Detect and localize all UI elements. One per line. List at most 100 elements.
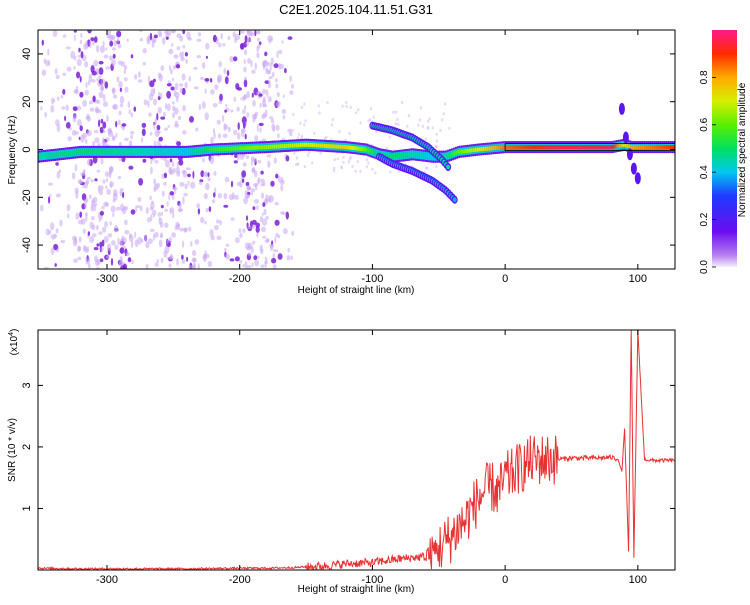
noise-speckle <box>113 224 119 233</box>
noise-speckle <box>239 259 243 264</box>
ridge-core <box>626 143 630 148</box>
ridge-core <box>359 146 363 151</box>
noise-speckle <box>48 59 51 67</box>
noise-speckle <box>119 103 124 108</box>
ridge-core <box>363 147 367 152</box>
noise-speckle <box>254 62 257 70</box>
ridge-core <box>269 144 273 149</box>
noise-speckle <box>201 101 206 109</box>
noise-speckle <box>98 119 101 128</box>
noise-speckle <box>271 123 276 131</box>
noise-speckle <box>43 58 47 64</box>
noise-speckle <box>99 185 104 191</box>
ridge-core <box>64 151 68 156</box>
noise-speckle <box>300 105 304 109</box>
noise-speckle <box>111 240 116 246</box>
ridge-core <box>494 145 498 150</box>
noise-speckle <box>262 63 266 70</box>
noise-speckle <box>240 97 243 101</box>
noise-speckle <box>247 225 252 230</box>
ridge-core <box>70 150 74 155</box>
noise-speckle <box>96 224 99 231</box>
ridge-core <box>86 149 90 154</box>
ridge-core <box>285 143 289 148</box>
noise-speckle <box>84 202 87 210</box>
noise-speckle <box>242 122 246 129</box>
noise-speckle <box>284 67 287 74</box>
ridge-core <box>405 153 409 157</box>
noise-speckle <box>164 222 169 228</box>
ridge-core <box>45 153 48 158</box>
ridge-core <box>116 149 120 154</box>
noise-speckle <box>333 166 336 170</box>
noise-speckle <box>202 157 206 163</box>
noise-speckle <box>62 72 67 77</box>
noise-speckle <box>203 172 208 177</box>
ridge-core <box>182 149 186 154</box>
x-tick-label: -200 <box>229 574 251 586</box>
ridge-core <box>672 145 675 150</box>
noise-speckle <box>131 260 134 265</box>
noise-speckle <box>257 176 261 185</box>
noise-speckle <box>291 83 294 89</box>
noise-speckle <box>264 261 267 269</box>
noise-speckle <box>130 54 134 59</box>
noise-speckle <box>400 100 404 105</box>
ridge-core <box>636 145 640 150</box>
noise-speckle <box>107 233 113 238</box>
ridge-core <box>190 149 194 154</box>
noise-speckle <box>359 169 362 173</box>
noise-speckle <box>133 106 137 112</box>
ridge-core <box>449 153 453 157</box>
ridge-core <box>315 143 319 148</box>
ridge-core <box>530 145 534 150</box>
noise-speckle <box>215 219 221 224</box>
noise-speckle <box>147 100 150 108</box>
noise-speckle <box>105 137 110 142</box>
noise-speckle <box>154 160 159 164</box>
noise-speckle <box>178 159 184 166</box>
noise-speckle <box>300 134 304 138</box>
noise-speckle <box>166 90 172 99</box>
ridge-core <box>82 149 86 154</box>
noise-speckle <box>262 60 267 64</box>
noise-speckle <box>150 214 153 222</box>
ridge-core <box>317 143 321 148</box>
noise-speckle <box>188 265 194 269</box>
ridge-core <box>303 142 307 147</box>
ridge-core <box>293 143 297 148</box>
noise-speckle <box>115 206 121 211</box>
noise-speckle <box>74 89 80 95</box>
ridge-core <box>236 146 240 151</box>
ridge-core <box>341 144 345 149</box>
noise-speckle <box>280 211 284 215</box>
noise-speckle <box>73 66 76 70</box>
noise-speckle <box>233 56 238 62</box>
noise-speckle <box>163 181 167 186</box>
noise-speckle <box>53 243 58 251</box>
noise-speckle <box>275 173 279 179</box>
noise-speckle <box>85 138 88 145</box>
noise-speckle <box>259 102 262 108</box>
noise-speckle <box>118 260 123 267</box>
ridge-core <box>480 147 484 152</box>
noise-speckle <box>90 79 96 83</box>
noise-speckle <box>308 150 311 154</box>
noise-speckle <box>259 127 262 133</box>
ridge-core <box>281 144 285 149</box>
noise-speckle <box>251 219 257 225</box>
noise-speckle <box>180 56 185 62</box>
noise-speckle <box>229 258 235 262</box>
noise-speckle <box>114 244 119 250</box>
noise-speckle <box>77 54 82 58</box>
ridge-core <box>502 145 506 150</box>
snr-x-label: Height of straight line (km) <box>298 584 415 595</box>
noise-speckle <box>182 240 185 249</box>
noise-speckle <box>79 91 84 98</box>
ridge-core <box>568 145 572 150</box>
noise-speckle <box>317 104 320 108</box>
noise-speckle <box>287 247 291 253</box>
ridge-core <box>295 143 299 148</box>
noise-speckle <box>229 55 234 63</box>
ridge-core <box>580 145 584 150</box>
